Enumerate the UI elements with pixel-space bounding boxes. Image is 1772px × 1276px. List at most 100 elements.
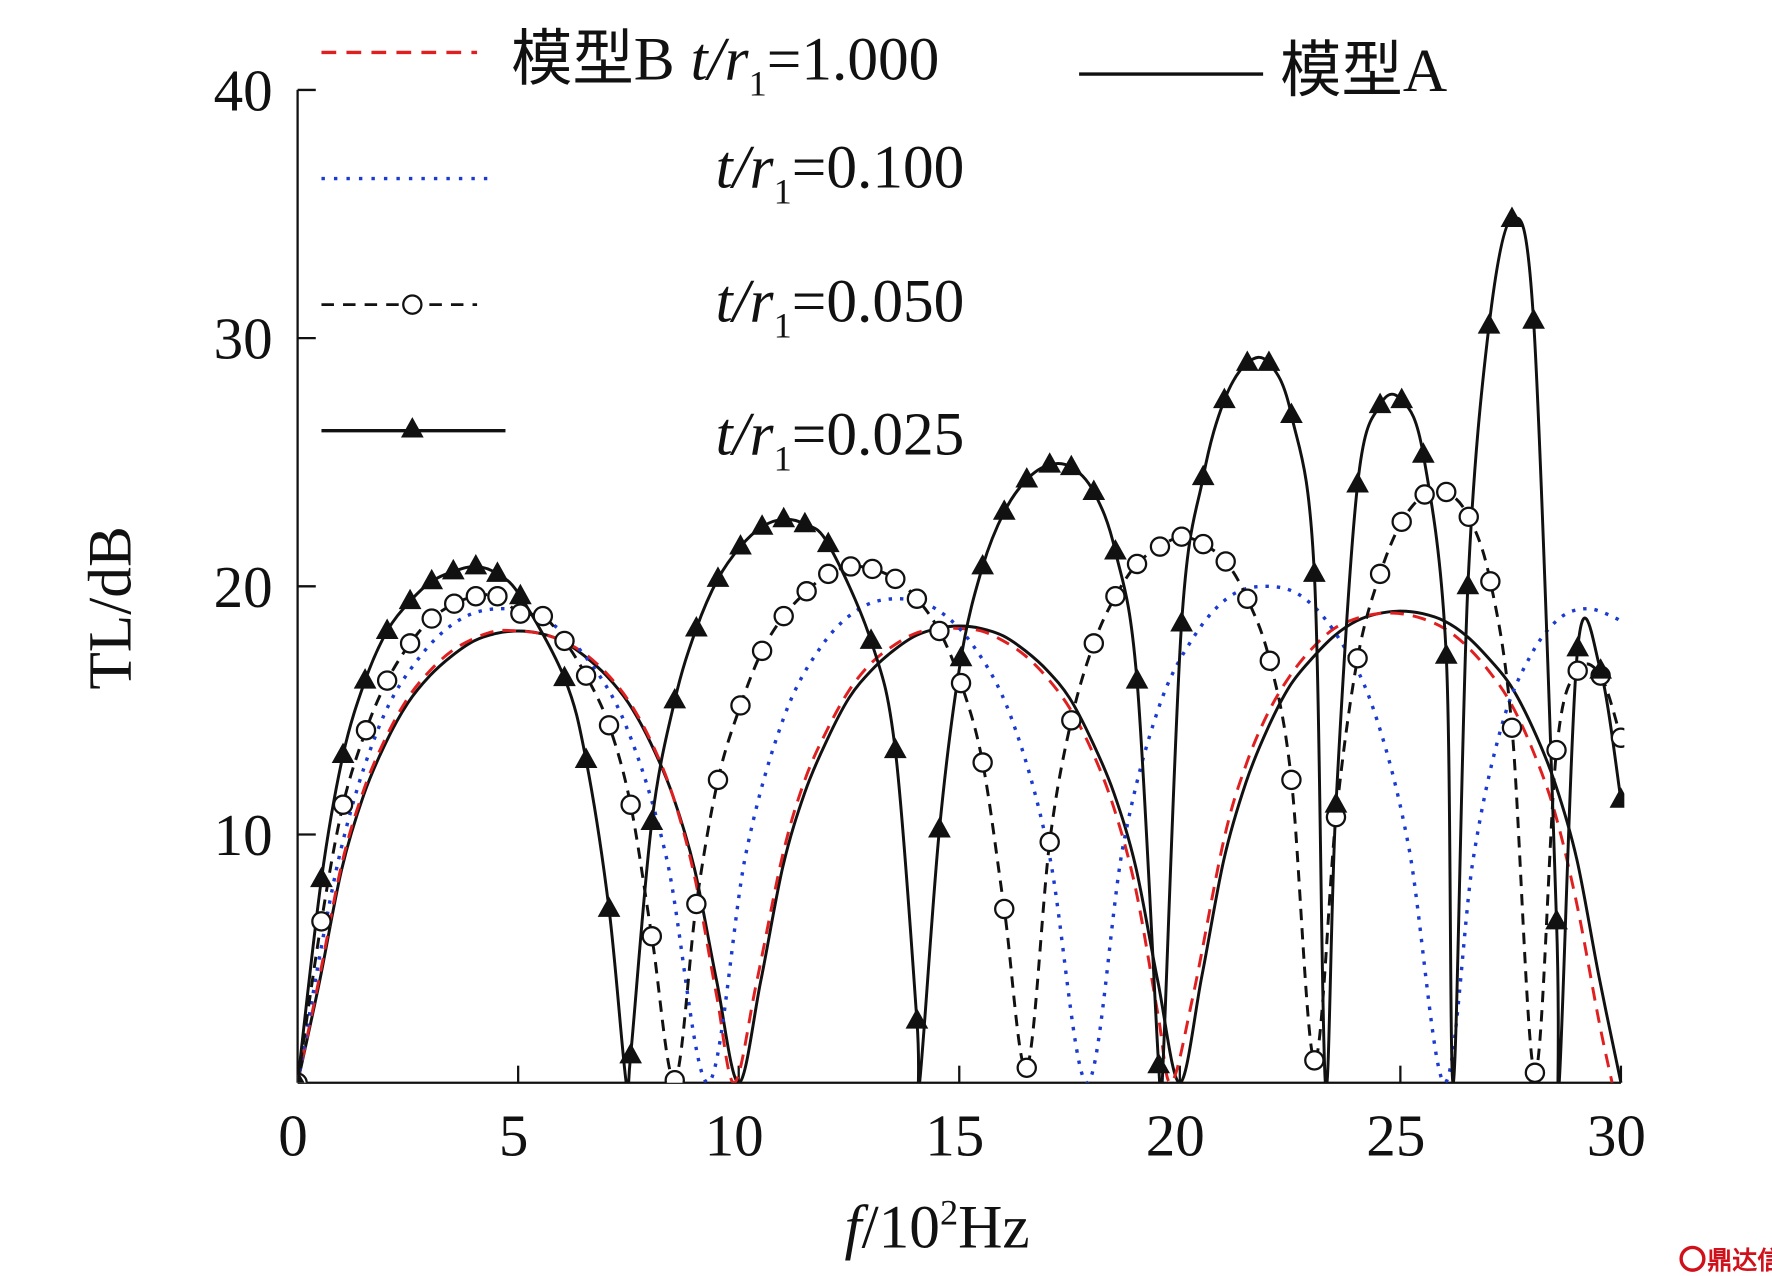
marker-circle — [1458, 506, 1479, 528]
marker-circle — [1391, 511, 1412, 533]
marker-circle — [994, 898, 1015, 920]
x-tick-label: 15 — [925, 1102, 984, 1168]
marker-circle — [1347, 648, 1368, 669]
marker-triangle — [1257, 350, 1281, 371]
marker-circle — [620, 794, 641, 815]
marker-circle — [421, 608, 442, 629]
marker-triangle — [640, 809, 664, 831]
marker-triangle — [441, 558, 465, 580]
marker-circle — [575, 665, 597, 686]
y-axis-label: TL/dB — [77, 526, 145, 690]
marker-triangle — [1170, 611, 1193, 632]
marker-triangle — [772, 506, 796, 528]
y-tick-label: 20 — [214, 554, 273, 620]
x-axis-label: f/102Hz — [845, 1193, 1030, 1262]
marker-circle — [598, 715, 620, 736]
marker-triangle — [597, 896, 621, 917]
ticks: 0 5 10 15 20 25 30 10 20 30 40 — [214, 57, 1646, 1168]
marker-circle — [1546, 739, 1567, 761]
marker-triangle — [509, 583, 532, 605]
marker-triangle — [1589, 658, 1612, 679]
marker-circle — [1215, 551, 1236, 572]
marker-circle — [1567, 660, 1588, 681]
marker-triangle — [883, 737, 907, 759]
marker-circle — [906, 588, 928, 609]
marker-circle — [1436, 481, 1457, 503]
marker-circle — [1083, 633, 1105, 654]
marker-circle — [751, 640, 773, 662]
marker-triangle — [793, 511, 817, 533]
marker-triangle — [1566, 635, 1590, 657]
marker-triangle — [486, 561, 509, 582]
x-tick-label: 30 — [1587, 1102, 1646, 1168]
marker-circle — [885, 568, 906, 590]
marker-triangle — [574, 747, 598, 769]
marker-circle — [972, 752, 993, 773]
x-tick-label: 10 — [705, 1102, 764, 1168]
marker-circle — [1501, 717, 1523, 739]
marker-triangle — [1368, 392, 1392, 414]
x-label-prefix: /10 — [862, 1193, 940, 1261]
marker-circle — [862, 558, 883, 580]
marker-circle — [399, 633, 421, 654]
marker-circle — [465, 586, 487, 607]
legend-label-modelB-1.000: 模型B t/r1=1.000 — [511, 26, 939, 104]
marker-triangle — [1346, 472, 1369, 493]
marker-circle — [1610, 727, 1625, 748]
marker-circle — [950, 672, 972, 694]
marker-triangle — [1434, 643, 1458, 664]
marker-triangle — [1235, 350, 1259, 371]
marker-circle — [355, 720, 377, 741]
marker-triangle — [928, 817, 951, 838]
marker-triangle — [331, 742, 355, 764]
legend-swatch-modelB-0.050 — [321, 294, 478, 315]
marker-triangle — [859, 628, 883, 649]
marker-triangle — [1015, 467, 1039, 488]
marker-triangle — [1324, 792, 1348, 813]
marker-triangle — [1411, 442, 1435, 463]
marker-circle — [686, 893, 707, 915]
marker-triangle — [1390, 387, 1414, 409]
marker-triangle — [729, 534, 752, 555]
marker-circle — [707, 769, 729, 791]
marker-triangle — [685, 616, 708, 637]
x-label-exp: 2 — [940, 1193, 958, 1233]
marker-circle — [641, 926, 663, 947]
marker-circle — [1105, 586, 1126, 607]
marker-triangle — [1104, 539, 1127, 560]
marker-circle — [311, 911, 332, 932]
series-line-modelA — [297, 609, 1623, 1083]
y-tick-label: 40 — [214, 57, 273, 123]
marker-circle — [1061, 710, 1082, 731]
marker-circle — [376, 670, 398, 691]
marker-triangle — [1147, 1052, 1171, 1074]
legend-label-modelA: 模型A — [1280, 37, 1447, 105]
marker-triangle — [971, 553, 995, 575]
marker-triangle — [1609, 787, 1625, 808]
marker-triangle — [1545, 908, 1568, 930]
marker-circle — [773, 605, 794, 627]
marker-circle — [1281, 769, 1302, 791]
marker-circle — [487, 586, 508, 607]
series-line-modelB-0.100 — [297, 584, 1623, 1083]
marker-triangle — [663, 687, 687, 709]
x-tick-label: 25 — [1366, 1102, 1425, 1168]
legend-label-modelB-0.025: t/r1=0.025 — [716, 401, 965, 479]
marker-triangle — [1302, 561, 1326, 582]
marker-triangle — [750, 514, 774, 535]
marker-circle — [664, 1070, 685, 1083]
marker-circle — [1304, 1050, 1325, 1071]
marker-triangle — [1456, 573, 1480, 595]
marker-triangle — [905, 1008, 929, 1029]
marker-triangle — [310, 866, 333, 888]
marker-triangle — [1213, 387, 1236, 409]
marker-triangle — [1059, 454, 1083, 476]
marker-triangle — [992, 499, 1016, 520]
legend: 模型B t/r1=1.000 模型A t/r1=0.100 t/r1=0.050 … — [321, 26, 1447, 479]
marker-triangle — [1500, 206, 1524, 227]
marker-triangle — [1280, 402, 1303, 424]
marker-triangle — [1522, 308, 1545, 329]
marker-circle — [1414, 484, 1435, 505]
marker-circle — [730, 695, 751, 716]
